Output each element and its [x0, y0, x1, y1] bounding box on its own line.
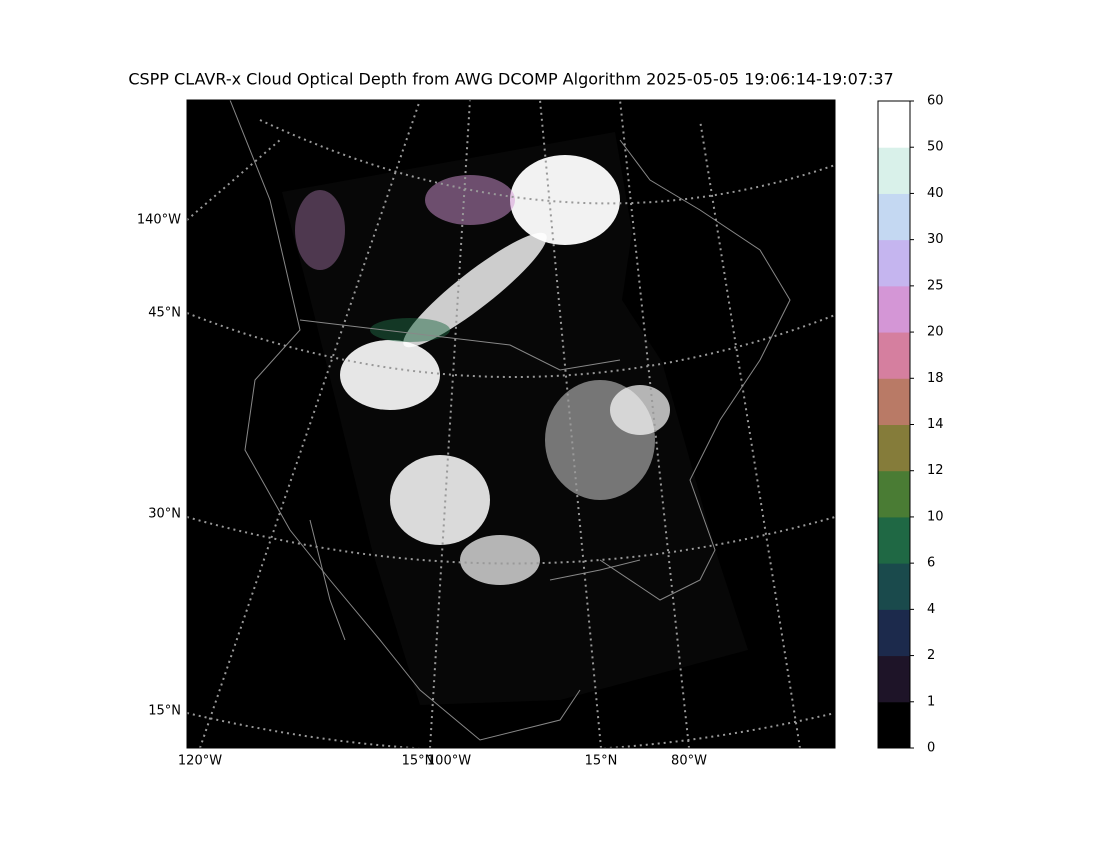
map-frame [186, 99, 836, 749]
colorbar-segment [878, 193, 910, 241]
lon-label: 15°N [402, 754, 435, 769]
clouds [295, 155, 670, 585]
colorbar-tick-label: 1 [927, 694, 935, 709]
colorbar-segment [878, 285, 910, 333]
lat-label: 140°W [137, 213, 181, 228]
lon-label: 80°W [671, 754, 707, 769]
colorbar-tick-label: 60 [927, 94, 944, 109]
graticule [187, 100, 835, 748]
colorbar-segment [878, 470, 910, 518]
map-title: CSPP CLAVR-x Cloud Optical Depth from AW… [128, 70, 893, 89]
colorbar-tick-label: 14 [927, 417, 944, 432]
lat-label: 45°N [148, 306, 181, 321]
colorbar-tick-label: 30 [927, 232, 944, 247]
colorbar-segment [878, 701, 910, 749]
lat-label: 30°N [148, 507, 181, 522]
map-content [187, 100, 835, 748]
lon-label: 100°W [427, 754, 471, 769]
colorbar-tick-label: 0 [927, 741, 935, 756]
colorbar-tick-label: 50 [927, 140, 944, 155]
colorbar-tick-label: 18 [927, 371, 944, 386]
colorbar-tick-label: 2 [927, 648, 935, 663]
colorbar-segment [878, 609, 910, 657]
colorbar-segment [878, 147, 910, 194]
colorbar-segment [878, 655, 910, 703]
lon-label: 15°N [585, 754, 618, 769]
colorbar-tick-label: 40 [927, 186, 944, 201]
colorbar-segment [878, 424, 910, 472]
colorbar-segment [878, 378, 910, 425]
colorbar-segment [878, 563, 910, 610]
colorbar-tick-label: 20 [927, 325, 944, 340]
colorbar-tick-label: 10 [927, 509, 944, 524]
colorbar-segment [878, 101, 910, 148]
colorbar-segment [878, 516, 910, 564]
map-area [186, 99, 836, 749]
colorbar-segment [878, 239, 910, 287]
colorbar-tick-label: 12 [927, 463, 944, 478]
colorbar-tick-label: 25 [927, 278, 944, 293]
colorbar-tick-label: 4 [927, 602, 935, 617]
lon-label: 120°W [178, 754, 222, 769]
lat-label: 15°N [148, 704, 181, 719]
colorbar-tick-label: 6 [927, 556, 935, 571]
colorbar-segment [878, 332, 910, 379]
